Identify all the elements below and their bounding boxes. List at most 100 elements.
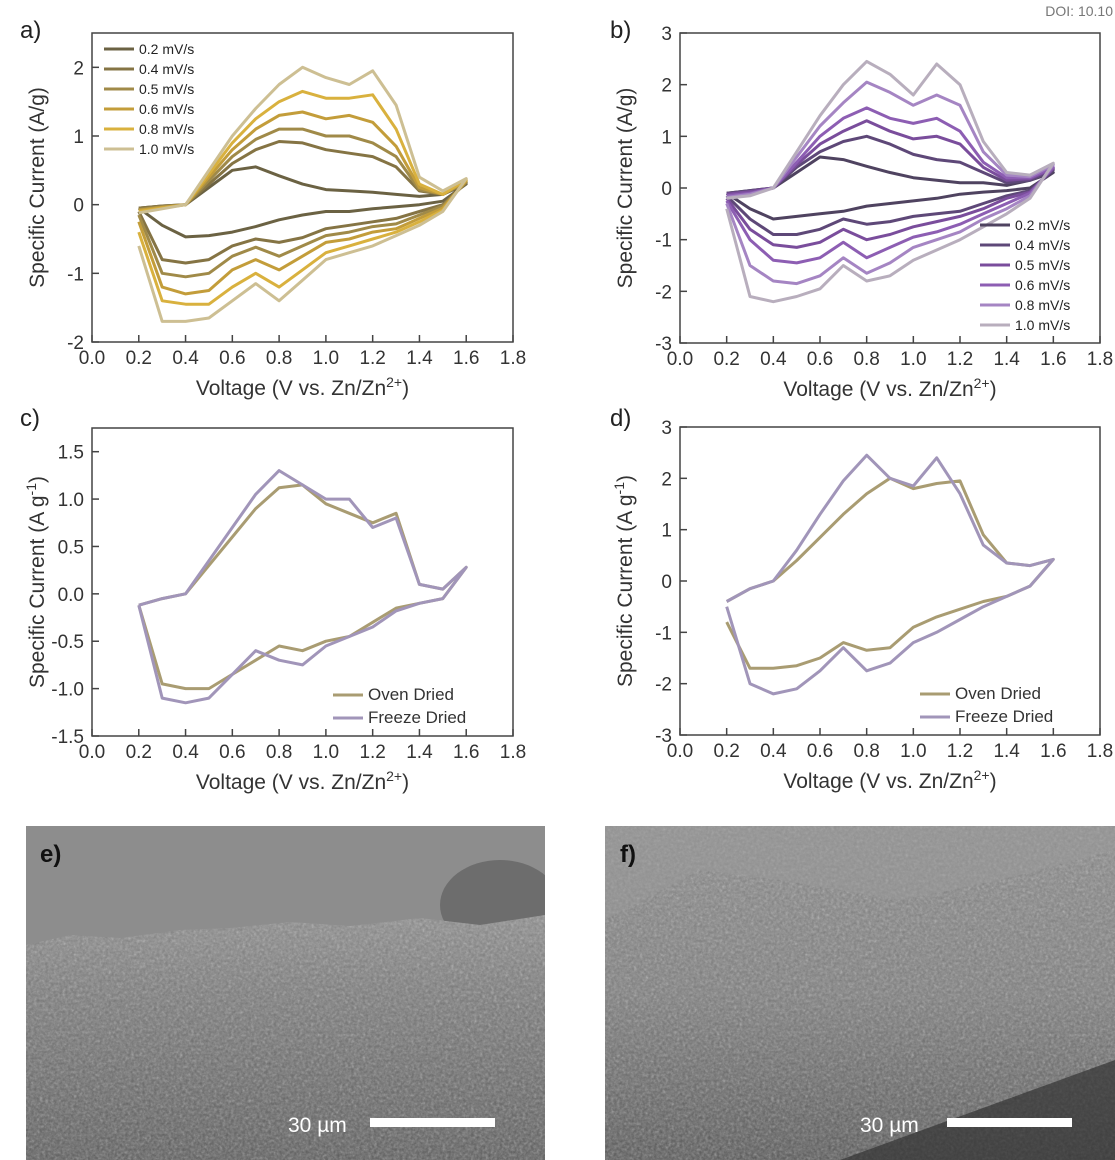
y-tick-label: -1 [655, 231, 672, 252]
x-tick-label: 0.0 [79, 742, 105, 763]
label-part: Specific Current (A g [614, 494, 637, 687]
label-part: -1 [23, 483, 39, 496]
y-tick-label: 1 [73, 127, 84, 148]
x-tick-label: 0.6 [807, 349, 833, 370]
label-part: ) [990, 378, 997, 401]
panel-label: c) [20, 405, 40, 432]
label-part: ) [402, 377, 409, 400]
cv-curve [137, 65, 468, 323]
label-part: ) [614, 475, 637, 482]
y-tick-label: 0 [73, 196, 84, 217]
x-tick-label: 0.6 [219, 348, 245, 369]
y-tick-label: 0 [661, 179, 672, 200]
cv-curve [725, 476, 1055, 670]
panel-label: f) [620, 841, 636, 868]
y-axis-title: Specific Current (A/g) [614, 88, 637, 289]
legend-label: 0.5 mV/s [139, 81, 194, 97]
y-tick-label: 1.0 [58, 490, 84, 511]
y-tick-label: 0.0 [58, 585, 84, 606]
cv-curve [725, 59, 1055, 304]
y-tick-label: -2 [67, 333, 84, 354]
x-axis-title: Voltage (V vs. Zn/Zn2+) [196, 768, 409, 794]
scale-bar [370, 1118, 495, 1127]
label-part: ) [990, 770, 997, 793]
x-tick-label: 0.0 [667, 741, 693, 762]
x-tick-label: 0.4 [172, 348, 199, 369]
y-tick-label: 3 [661, 418, 672, 439]
legend-label: 0.6 mV/s [139, 101, 194, 117]
legend-label: 0.2 mV/s [1015, 217, 1070, 233]
y-tick-label: -1 [67, 264, 84, 285]
image-texture [26, 915, 545, 1160]
panel-label: e) [40, 841, 61, 868]
legend-label: Freeze Dried [955, 707, 1053, 726]
image-ridge [605, 826, 1115, 920]
sem-image-e [26, 826, 545, 1160]
legend-label: 0.4 mV/s [139, 61, 194, 77]
x-tick-label: 1.8 [500, 348, 526, 369]
legend-label: 0.5 mV/s [1015, 257, 1070, 273]
x-tick-label: 1.4 [406, 348, 433, 369]
legend-label: 1.0 mV/s [139, 141, 194, 157]
x-tick-label: 0.4 [760, 741, 787, 762]
label-part: Voltage (V vs. Zn/Zn [783, 378, 973, 401]
x-tick-label: 0.6 [807, 741, 833, 762]
x-tick-label: 0.4 [172, 742, 199, 763]
x-tick-label: 1.4 [993, 741, 1020, 762]
label-part: Voltage (V vs. Zn/Zn [783, 770, 973, 793]
legend-label: 0.6 mV/s [1015, 277, 1070, 293]
x-tick-label: 1.0 [313, 348, 339, 369]
legend-label: 1.0 mV/s [1015, 317, 1070, 333]
x-tick-label: 1.8 [1087, 349, 1113, 370]
y-tick-label: 0.5 [58, 537, 84, 558]
x-tick-label: 0.0 [667, 349, 693, 370]
y-tick-label: 0 [661, 572, 672, 593]
x-axis-title: Voltage (V vs. Zn/Zn2+) [783, 767, 996, 793]
legend-label: Freeze Dried [368, 708, 466, 727]
y-tick-label: 1 [661, 127, 672, 148]
x-tick-label: 0.8 [853, 349, 879, 370]
y-tick-label: 1.5 [58, 443, 84, 464]
cv-curve [725, 106, 1055, 265]
x-tick-label: 0.8 [266, 348, 292, 369]
label-part: Voltage (V vs. Zn/Zn [196, 377, 386, 400]
y-tick-label: 2 [661, 76, 672, 97]
x-tick-label: 1.0 [313, 742, 339, 763]
x-tick-label: 1.2 [359, 348, 385, 369]
x-tick-label: 1.2 [947, 741, 973, 762]
x-tick-label: 1.4 [993, 349, 1020, 370]
legend-label: 0.8 mV/s [1015, 297, 1070, 313]
x-tick-label: 0.8 [266, 742, 292, 763]
cv-curve [137, 483, 468, 691]
x-tick-label: 1.6 [1040, 741, 1066, 762]
legend-label: 0.8 mV/s [139, 121, 194, 137]
legend-label: 0.2 mV/s [139, 41, 194, 57]
cv-curve [137, 469, 468, 705]
label-part: 2+ [974, 767, 990, 783]
x-tick-label: 1.6 [1040, 349, 1066, 370]
x-axis-title: Voltage (V vs. Zn/Zn2+) [196, 374, 409, 400]
y-tick-label: -0.5 [51, 632, 84, 653]
y-tick-label: -1.0 [51, 680, 84, 701]
x-tick-label: 0.8 [853, 741, 879, 762]
y-axis-title: Specific Current (A g-1) [23, 476, 49, 688]
cv-curve [725, 155, 1055, 221]
x-tick-label: 1.0 [900, 349, 926, 370]
x-tick-label: 1.2 [947, 349, 973, 370]
x-tick-label: 0.2 [713, 741, 739, 762]
y-tick-label: -1 [655, 623, 672, 644]
x-tick-label: 1.6 [453, 348, 479, 369]
x-tick-label: 0.6 [219, 742, 245, 763]
x-tick-label: 0.2 [126, 348, 152, 369]
y-tick-label: 2 [661, 469, 672, 490]
image-shadow [840, 1060, 1115, 1160]
panel-label: a) [20, 17, 41, 44]
label-part: 2+ [386, 768, 402, 784]
scale-bar [947, 1118, 1072, 1127]
legend-label: 0.4 mV/s [1015, 237, 1070, 253]
label-part: -1 [611, 482, 627, 495]
legend-label: Oven Dried [955, 684, 1041, 703]
legend-label: Oven Dried [368, 685, 454, 704]
x-tick-label: 1.2 [359, 742, 385, 763]
